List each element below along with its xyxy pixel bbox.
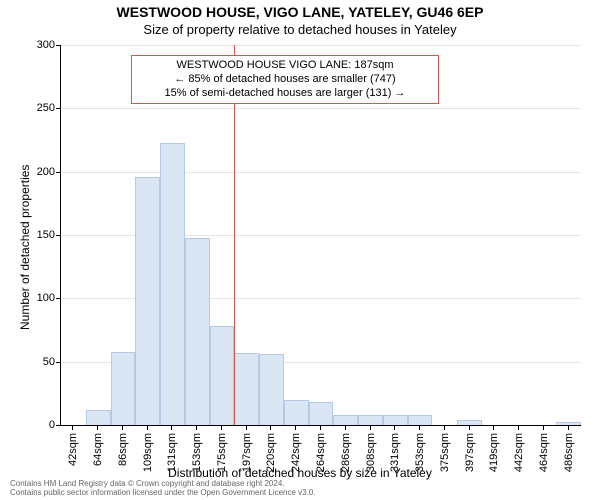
- gridline: [61, 172, 581, 173]
- xtick-mark: [493, 425, 494, 430]
- ytick-label: 300: [15, 39, 55, 51]
- xtick-mark: [518, 425, 519, 430]
- bar: [111, 352, 136, 425]
- xtick-mark: [419, 425, 420, 430]
- xtick-mark: [295, 425, 296, 430]
- ytick-label: 50: [15, 356, 55, 368]
- xtick-mark: [543, 425, 544, 430]
- ytick-mark: [56, 108, 61, 109]
- bar: [185, 238, 210, 425]
- xtick-mark: [345, 425, 346, 430]
- xtick-label: 42sqm: [67, 433, 79, 466]
- chart-title: WESTWOOD HOUSE, VIGO LANE, YATELEY, GU46…: [0, 4, 600, 20]
- bar: [234, 353, 259, 425]
- annotation-box: WESTWOOD HOUSE VIGO LANE: 187sqm← 85% of…: [131, 55, 439, 104]
- y-axis-label: Number of detached properties: [18, 165, 32, 330]
- bar: [408, 415, 433, 425]
- plot-area: 050100150200250300WESTWOOD HOUSE VIGO LA…: [60, 45, 581, 426]
- xtick-mark: [568, 425, 569, 430]
- xtick-mark: [444, 425, 445, 430]
- ytick-label: 0: [15, 419, 55, 431]
- ytick-label: 250: [15, 102, 55, 114]
- xtick-mark: [370, 425, 371, 430]
- gridline: [61, 45, 581, 46]
- xtick-label: 86sqm: [117, 433, 129, 466]
- xtick-mark: [394, 425, 395, 430]
- xtick-mark: [97, 425, 98, 430]
- bar: [86, 410, 111, 425]
- xtick-mark: [196, 425, 197, 430]
- xtick-label: 64sqm: [92, 433, 104, 466]
- annotation-line: WESTWOOD HOUSE VIGO LANE: 187sqm: [140, 59, 430, 73]
- bar: [333, 415, 358, 425]
- xtick-mark: [147, 425, 148, 430]
- ytick-mark: [56, 362, 61, 363]
- xtick-mark: [171, 425, 172, 430]
- xtick-mark: [221, 425, 222, 430]
- footer-line-2: Contains public sector information licen…: [10, 489, 316, 498]
- bar: [135, 177, 160, 425]
- bar: [210, 326, 235, 425]
- bar: [309, 402, 334, 425]
- xtick-mark: [469, 425, 470, 430]
- bar: [383, 415, 408, 425]
- bar: [358, 415, 383, 425]
- annotation-line: 15% of semi-detached houses are larger (…: [140, 87, 430, 101]
- chart-subtitle: Size of property relative to detached ho…: [0, 22, 600, 37]
- ytick-mark: [56, 235, 61, 236]
- ytick-mark: [56, 172, 61, 173]
- xtick-mark: [72, 425, 73, 430]
- x-axis-label: Distribution of detached houses by size …: [0, 466, 600, 480]
- xtick-mark: [246, 425, 247, 430]
- bar: [160, 143, 185, 425]
- xtick-mark: [320, 425, 321, 430]
- footer-attribution: Contains HM Land Registry data © Crown c…: [10, 480, 316, 498]
- xtick-mark: [122, 425, 123, 430]
- xtick-mark: [270, 425, 271, 430]
- bar: [259, 354, 284, 425]
- annotation-line: ← 85% of detached houses are smaller (74…: [140, 73, 430, 87]
- ytick-mark: [56, 298, 61, 299]
- ytick-mark: [56, 45, 61, 46]
- gridline: [61, 108, 581, 109]
- bar: [284, 400, 309, 425]
